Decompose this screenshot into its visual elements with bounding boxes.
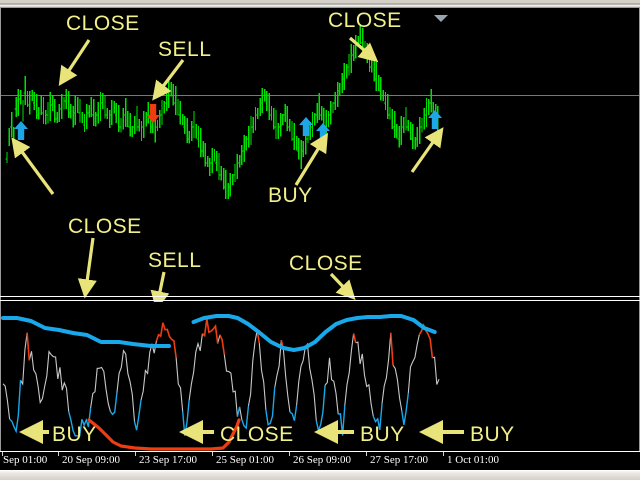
time-axis[interactable]: Sep 01:00 20 Sep 09:00 23 Sep 17:00 25 Sep …	[0, 452, 640, 470]
annotation-ind-buy-3: BUY	[470, 423, 515, 446]
time-axis-label: 27 Sep 17:00	[370, 454, 429, 466]
time-tick	[135, 452, 136, 456]
buy-signal-arrow	[316, 123, 330, 142]
window-top-border	[0, 0, 640, 7]
annotation-mid-close-1: CLOSE	[68, 215, 142, 238]
time-tick	[443, 452, 444, 456]
price-annotation-arrows	[11, 36, 444, 195]
frame-top-line	[0, 7, 640, 8]
buy-signal-arrow	[14, 121, 28, 140]
axis-separator	[0, 451, 640, 452]
pane-separator-bottom	[0, 300, 640, 301]
annotation-close-2: CLOSE	[328, 9, 402, 32]
time-axis-label: Sep 01:00	[3, 454, 48, 466]
arrow-to-buy-right	[410, 127, 444, 173]
annotation-buy-1: BUY	[268, 184, 313, 207]
mid-band	[1, 196, 639, 311]
time-axis-label: 26 Sep 09:00	[293, 454, 352, 466]
annotation-mid-sell: SELL	[148, 249, 202, 272]
price-signal-arrows	[14, 104, 442, 142]
price-bars-layer	[5, 26, 439, 200]
annotation-mid-close-2: CLOSE	[289, 252, 363, 275]
mid-annotation-arrows	[77, 237, 356, 311]
annotation-ind-close: CLOSE	[220, 423, 294, 446]
arrow-mid-close-1	[77, 237, 97, 299]
time-tick	[2, 452, 3, 456]
arrow-to-close-2	[348, 36, 379, 63]
time-tick	[366, 452, 367, 456]
arrow-mid-close-2	[329, 272, 356, 300]
annotation-ind-buy-2: BUY	[360, 423, 405, 446]
chart-period-marker	[434, 15, 448, 22]
annotation-close-1: CLOSE	[66, 12, 140, 35]
arrow-to-sell-1	[152, 59, 185, 101]
signal-line-right	[191, 314, 437, 352]
time-axis-label: 23 Sep 17:00	[139, 454, 198, 466]
pane-separator-top	[0, 296, 640, 297]
sell-signal-arrow	[146, 104, 160, 123]
indicator-annotation-arrows	[19, 420, 464, 444]
price-pane[interactable]	[1, 8, 639, 295]
arrow-to-close-1	[58, 39, 91, 87]
time-tick	[289, 452, 290, 456]
arrow-to-buy-left	[11, 137, 55, 195]
time-axis-label: 20 Sep 09:00	[62, 454, 121, 466]
time-axis-label: 25 Sep 01:00	[216, 454, 275, 466]
oversold-trend-line	[87, 418, 241, 451]
annotation-ind-buy-1: BUY	[52, 423, 97, 446]
annotation-sell-1: SELL	[158, 38, 212, 61]
annotation-arrow-group	[11, 36, 444, 195]
time-axis-label: 1 Oct 01:00	[447, 454, 499, 466]
time-tick	[212, 452, 213, 456]
time-tick	[58, 452, 59, 456]
frame-left-line	[0, 8, 1, 470]
window-bottom-border	[0, 470, 640, 480]
indicator-pane[interactable]	[1, 302, 639, 451]
signal-line-left	[1, 316, 171, 348]
arrow-to-buy-mid	[294, 132, 329, 186]
buy-signal-arrow	[428, 110, 442, 129]
buy-signal-arrow	[299, 117, 313, 136]
